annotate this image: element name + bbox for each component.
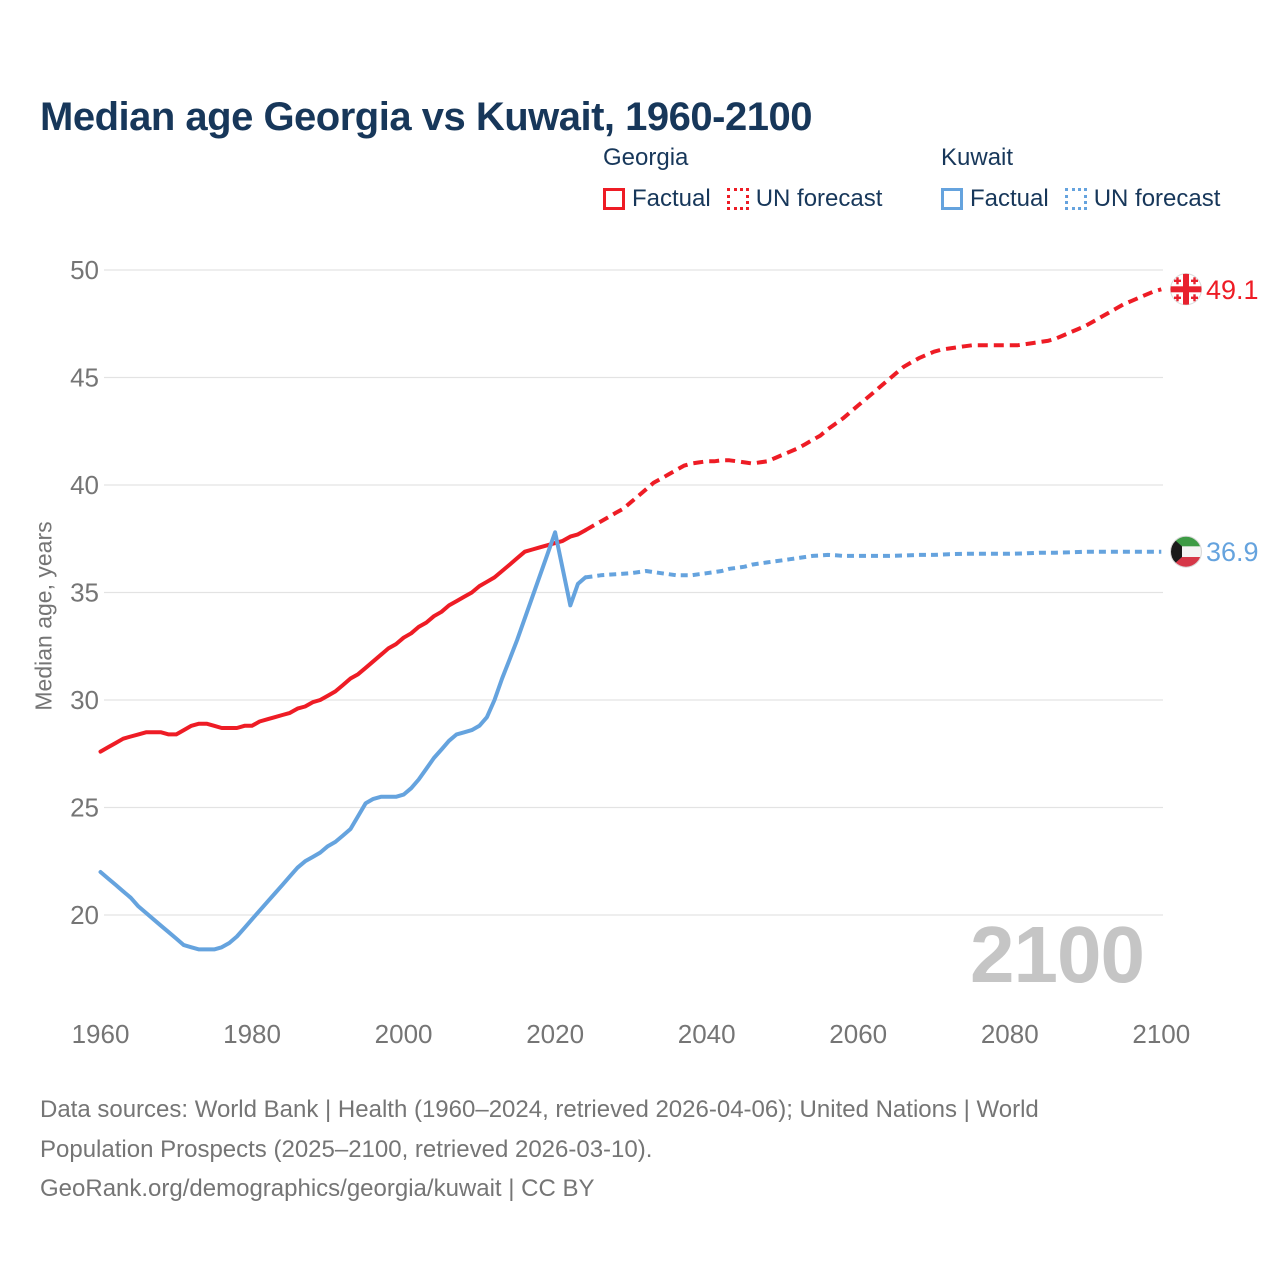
x-tick-label: 2020: [526, 1019, 584, 1049]
watermark-year: 2100: [970, 910, 1144, 999]
kuwait-forecast-label: UN forecast: [1093, 185, 1221, 212]
y-tick-label: 40: [70, 470, 99, 500]
footer-data-sources-line-1: Data sources: World Bank | Health (1960–…: [40, 1096, 1039, 1123]
georgia-factual-swatch-icon: [603, 188, 625, 210]
legend-georgia-row: Factual UN forecast: [603, 185, 882, 213]
y-tick-label: 20: [70, 900, 99, 930]
series-lines: [98, 287, 1162, 952]
legend-group-kuwait: Kuwait Factual UN forecast: [941, 144, 1220, 213]
y-tick-label: 30: [70, 685, 99, 715]
page-title: Median age Georgia vs Kuwait, 1960-2100: [40, 94, 812, 139]
x-tick-label: 1960: [72, 1019, 130, 1049]
y-tick-label: 25: [70, 793, 99, 823]
footer-data-sources-line-2: Population Prospects (2025–2100, retriev…: [40, 1135, 653, 1163]
legend-kuwait-row: Factual UN forecast: [941, 185, 1220, 213]
gridlines: [104, 269, 1163, 916]
georgia-forecast-label: UN forecast: [755, 185, 883, 212]
legend-kuwait-title: Kuwait: [941, 144, 1014, 171]
x-tick-label: 2000: [375, 1019, 433, 1049]
y-tick-label: 50: [70, 255, 99, 285]
x-tick-label: 1980: [223, 1019, 281, 1049]
x-tick-label: 2080: [981, 1019, 1039, 1049]
x-tick-label: 2100: [1132, 1019, 1190, 1049]
axis-tick-labels: 20 25 30 35 40 45 50 1960 1980 2000 2020 2040 2060 20…: [70, 255, 1190, 1049]
x-tick-label: 2040: [678, 1019, 736, 1049]
kuwait-flag-icon: [1170, 535, 1202, 568]
legend-group-georgia: Georgia Factual UN forecast: [603, 144, 882, 213]
kuwait-forecast-line: [585, 549, 1162, 580]
georgia-factual-label: Factual: [632, 185, 711, 212]
footer: Data sources: World Bank | Health (1960–…: [40, 1090, 1170, 1209]
georgia-factual-line: [98, 528, 588, 754]
kuwait-factual-label: Factual: [970, 185, 1049, 212]
georgia-flag-icon: [1170, 273, 1202, 306]
y-tick-label: 45: [70, 363, 99, 393]
kuwait-forecast-swatch-icon: [1064, 188, 1087, 210]
kuwait-factual-swatch-icon: [941, 188, 963, 210]
kuwait-end-value-label: 36.9: [1206, 537, 1259, 567]
x-tick-label: 2060: [829, 1019, 887, 1049]
y-tick-label: 35: [70, 578, 99, 608]
georgia-forecast-line: [584, 287, 1162, 532]
footer-attribution-line: GeoRank.org/demographics/georgia/kuwait …: [40, 1175, 595, 1202]
georgia-end-value-label: 49.1: [1206, 275, 1259, 305]
kuwait-factual-line: [98, 530, 588, 952]
legend-georgia-title: Georgia: [603, 144, 689, 171]
georgia-forecast-swatch-icon: [726, 188, 749, 210]
